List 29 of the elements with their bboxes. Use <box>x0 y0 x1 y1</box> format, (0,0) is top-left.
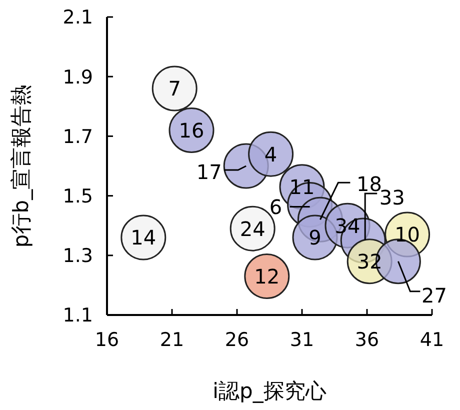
y-tick-label: 1.3 <box>62 245 93 268</box>
annotation: 7 <box>168 76 181 101</box>
annotation: 33 <box>379 186 405 210</box>
x-tick-label: 31 <box>290 329 314 351</box>
y-tick-label: 1.9 <box>62 66 93 88</box>
x-tick-label: 21 <box>160 329 184 351</box>
annotation: 9 <box>308 226 322 250</box>
x-tick-label: 26 <box>224 329 250 351</box>
y-tick-label: 1.1 <box>62 304 93 327</box>
annotation: 17 <box>196 160 222 184</box>
y-tick-label: 2.1 <box>62 6 93 29</box>
x-tick-label: 41 <box>420 329 444 351</box>
x-tick-label: 16 <box>94 329 120 351</box>
annotation: 10 <box>394 222 420 247</box>
point <box>248 131 294 177</box>
point <box>152 66 198 112</box>
y-axis-title: p行b_宣言報告熱 <box>9 84 33 248</box>
annotation: 27 <box>421 284 447 308</box>
x-axis-title: i認p_探究心 <box>212 379 326 403</box>
annotation: 24 <box>240 216 266 241</box>
y-tick-label: 1.7 <box>62 126 93 148</box>
annotation: 12 <box>254 264 280 288</box>
annotation: 6 <box>269 194 282 219</box>
annotation: 4 <box>264 142 278 166</box>
annotation: 16 <box>178 118 204 142</box>
x-tick-label: 36 <box>354 329 380 351</box>
annotation: 18 <box>356 172 382 196</box>
y-tick-label: 1.5 <box>62 185 93 208</box>
annotation: 14 <box>130 226 156 250</box>
